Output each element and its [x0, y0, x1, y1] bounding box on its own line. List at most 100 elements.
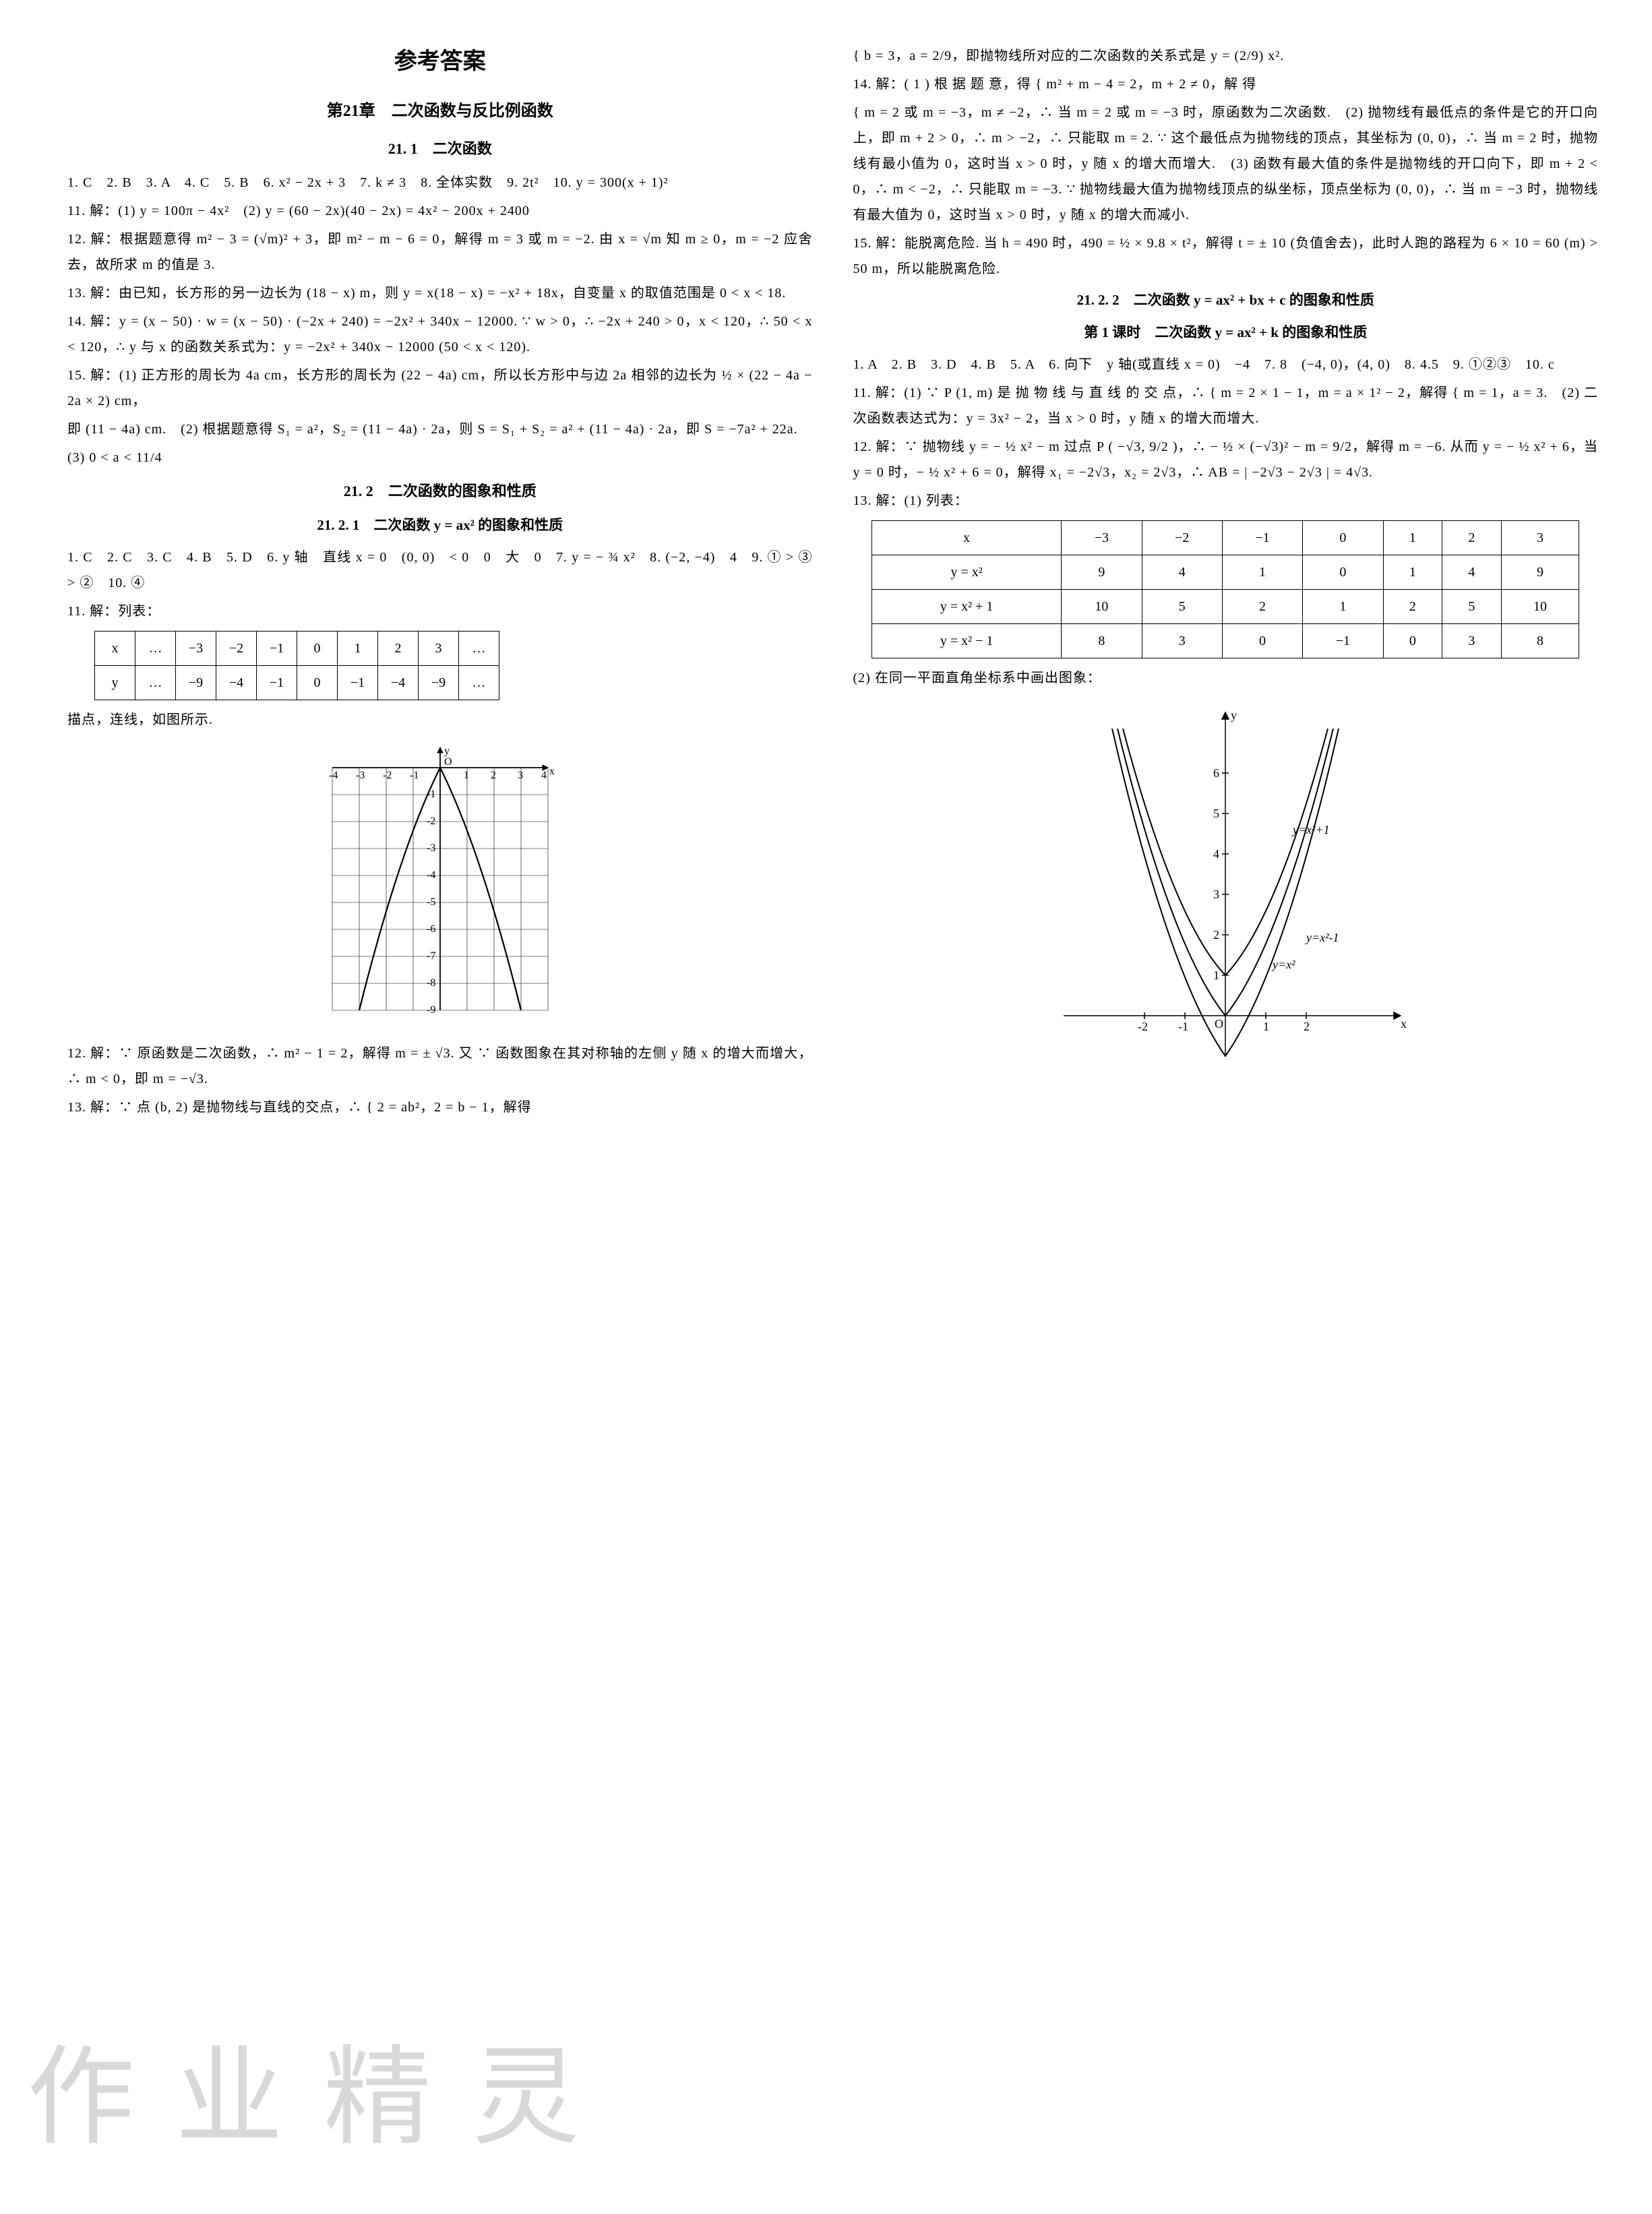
svg-text:y=x²: y=x² [1271, 958, 1295, 971]
table-xy-values: x … −3 −2 −1 0 1 2 3 … y … −9 −4 −1 0 −1… [94, 631, 499, 700]
cell: 9 [1062, 555, 1142, 589]
cell: −9 [419, 665, 459, 700]
cell: −2 [216, 631, 257, 665]
section-21-2-2-sub: 第 1 课时 二次函数 y = ax² + k 的图象和性质 [853, 319, 1599, 346]
q14-right-a: 14. 解：( 1 ) 根 据 题 意，得 { m² + m − 4 = 2，m… [853, 71, 1599, 97]
table-row: y … −9 −4 −1 0 −1 −4 −9 … [95, 665, 499, 700]
cell: −1 [1222, 520, 1302, 555]
svg-text:2: 2 [1213, 928, 1219, 942]
cell: 3 [419, 631, 459, 665]
cell: 1 [1383, 555, 1442, 589]
cell: −1 [257, 665, 297, 700]
svg-text:4: 4 [541, 770, 547, 781]
cell: 1 [338, 631, 378, 665]
cell: −3 [176, 631, 216, 665]
q13-continuation: { b = 3，a = 2/9，即抛物线所对应的二次函数的关系式是 y = (2… [853, 43, 1599, 69]
svg-text:-4: -4 [427, 869, 435, 881]
q13-solution: 13. 解：由已知，长方形的另一边长为 (18 − x) m，则 y = x(1… [67, 280, 813, 306]
svg-text:-2: -2 [383, 770, 392, 781]
main-title: 参考答案 [67, 40, 813, 84]
cell: … [135, 665, 176, 700]
cell: y [95, 665, 135, 700]
svg-text:2: 2 [1304, 1020, 1310, 1033]
svg-text:3: 3 [518, 770, 523, 781]
right-column: { b = 3，a = 2/9，即抛物线所对应的二次函数的关系式是 y = (2… [853, 40, 1599, 1123]
cell: 1 [1303, 589, 1383, 623]
svg-text:-8: -8 [427, 977, 435, 989]
svg-text:1: 1 [1213, 968, 1219, 982]
svg-text:2: 2 [491, 770, 496, 781]
cell: 0 [1303, 520, 1383, 555]
svg-text:5: 5 [1213, 807, 1219, 820]
plot-instruction: 描点，连线，如图所示. [67, 707, 813, 733]
svg-text:y: y [444, 745, 450, 757]
cell: 8 [1501, 623, 1579, 658]
cell: 0 [1222, 623, 1302, 658]
q11-solution: 11. 解：(1) y = 100π − 4x² (2) y = (60 − 2… [67, 198, 813, 224]
cell: −9 [176, 665, 216, 700]
svg-text:6: 6 [1213, 766, 1219, 780]
svg-text:1: 1 [464, 770, 469, 781]
section-21-2-1-title: 21. 2. 1 二次函数 y = ax² 的图象和性质 [67, 512, 813, 539]
q13-21-2-1: 13. 解：∵ 点 (b, 2) 是抛物线与直线的交点，∴ { 2 = ab²，… [67, 1095, 813, 1120]
cell: x [872, 520, 1062, 555]
cell: 3 [1442, 623, 1502, 658]
svg-text:-1: -1 [410, 770, 419, 781]
q14-solution: 14. 解：y = (x − 50) · w = (x − 50) · (−2x… [67, 309, 813, 360]
table-row: x … −3 −2 −1 0 1 2 3 … [95, 631, 499, 665]
three-parabolas-svg: y x O -2-1 12 123 456 y=x²+1 y=x² y=x²-1 [1037, 699, 1414, 1063]
q12-solution: 12. 解：根据题意得 m² − 3 = (√m)² + 3，即 m² − m … [67, 226, 813, 278]
svg-text:-3: -3 [427, 842, 435, 854]
cell: −1 [257, 631, 297, 665]
svg-text:1: 1 [1263, 1020, 1269, 1033]
cell: 5 [1142, 589, 1222, 623]
svg-text:-2: -2 [1138, 1020, 1148, 1033]
svg-text:-3: -3 [356, 770, 365, 781]
cell: −1 [1303, 623, 1383, 658]
table-row: x −3 −2 −1 0 1 2 3 [872, 520, 1579, 555]
section-21-2-title: 21. 2 二次函数的图象和性质 [67, 477, 813, 505]
cell: 9 [1501, 555, 1579, 589]
cell: −2 [1142, 520, 1222, 555]
q15-right: 15. 解：能脱离危险. 当 h = 490 时，490 = ½ × 9.8 ×… [853, 230, 1599, 282]
cell: … [135, 631, 176, 665]
answers-21-2-1: 1. C 2. C 3. C 4. B 5. D 6. y 轴 直线 x = 0… [67, 545, 813, 596]
cell: 4 [1142, 555, 1222, 589]
svg-text:-5: -5 [427, 896, 435, 908]
svg-text:-9: -9 [427, 1004, 435, 1016]
cell: −4 [378, 665, 419, 700]
watermark-text: 作业精灵 [27, 1996, 620, 2201]
q15b-solution: 即 (11 − 4a) cm. (2) 根据题意得 S₁ = a²，S₂ = (… [67, 417, 813, 442]
cell: 3 [1501, 520, 1579, 555]
svg-text:y=x²-1: y=x²-1 [1305, 931, 1339, 944]
page-container: 参考答案 第21章 二次函数与反比例函数 21. 1 二次函数 1. C 2. … [67, 40, 1598, 1123]
q14-right-b: { m = 2 或 m = −3，m ≠ −2，∴ 当 m = 2 或 m = … [853, 100, 1599, 228]
cell: 5 [1442, 589, 1502, 623]
left-column: 参考答案 第21章 二次函数与反比例函数 21. 1 二次函数 1. C 2. … [67, 40, 813, 1123]
answers-21-2-2: 1. A 2. B 3. D 4. B 5. A 6. 向下 y 轴(或直线 x… [853, 352, 1599, 377]
cell: y = x² + 1 [872, 589, 1062, 623]
q13-right-2: (2) 在同一平面直角坐标系中画出图象： [853, 665, 1599, 691]
svg-text:O: O [1215, 1017, 1223, 1031]
chapter-title: 第21章 二次函数与反比例函数 [67, 96, 813, 127]
cell: 4 [1442, 555, 1502, 589]
cell: 1 [1222, 555, 1302, 589]
cell: 2 [1442, 520, 1502, 555]
svg-text:4: 4 [1213, 847, 1219, 861]
cell: 8 [1062, 623, 1142, 658]
graph2-three-parabolas: y x O -2-1 12 123 456 y=x²+1 y=x² y=x²-1 [853, 699, 1599, 1072]
section-21-2-2-title: 21. 2. 2 二次函数 y = ax² + bx + c 的图象和性质 [853, 287, 1599, 314]
svg-text:-4: -4 [329, 770, 338, 781]
cell: 3 [1142, 623, 1222, 658]
svg-text:O: O [444, 756, 452, 768]
cell: 0 [1303, 555, 1383, 589]
cell: 2 [1222, 589, 1302, 623]
cell: x [95, 631, 135, 665]
section-21-1-title: 21. 1 二次函数 [67, 135, 813, 163]
cell: 2 [1383, 589, 1442, 623]
table-row: y = x² + 1 10 5 2 1 2 5 10 [872, 589, 1579, 623]
table-row: y = x² − 1 8 3 0 −1 0 3 8 [872, 623, 1579, 658]
cell: 0 [297, 631, 338, 665]
graph1-parabola: y x O -4-3-2-1 1234 -1-2-3-4 -5-6-7-8-9 [67, 741, 813, 1033]
q11-right: 11. 解：(1) ∵ P (1, m) 是 抛 物 线 与 直 线 的 交 点… [853, 380, 1599, 431]
